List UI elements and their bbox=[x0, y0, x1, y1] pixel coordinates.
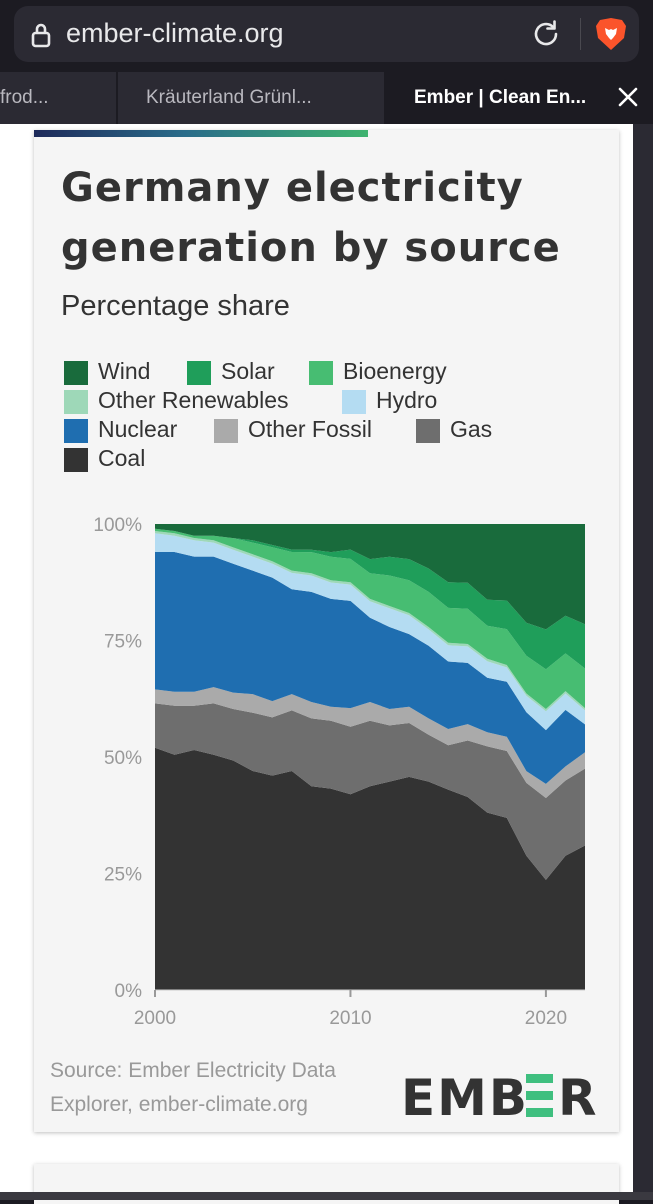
legend-label: Hydro bbox=[376, 387, 438, 413]
ember-logo[interactable]: EMB R bbox=[401, 1068, 606, 1122]
chart-card: Germany electricity generation by source… bbox=[34, 130, 619, 1132]
source-line-1: Source: Ember Electricity Data bbox=[50, 1059, 336, 1082]
area-coal bbox=[155, 747, 585, 990]
tab-1[interactable]: frod... bbox=[0, 72, 116, 124]
source-line-2: Explorer, ember-climate.org bbox=[50, 1093, 308, 1116]
tab-active[interactable]: Ember | Clean En... bbox=[386, 72, 653, 124]
legend-label: Coal bbox=[98, 445, 146, 471]
y-tick-label: 0% bbox=[115, 981, 143, 1002]
tab-strip: frod... Kräuterland Grünl... Ember | Cle… bbox=[0, 72, 653, 124]
tab-2[interactable]: Kräuterland Grünl... bbox=[118, 72, 384, 124]
legend-swatch bbox=[187, 361, 211, 385]
legend-swatch bbox=[64, 361, 88, 385]
page-content: Germany electricity generation by source… bbox=[0, 124, 633, 1204]
area-wind bbox=[155, 524, 585, 630]
legend-swatch bbox=[214, 419, 238, 443]
svg-text:EMB: EMB bbox=[401, 1069, 529, 1122]
y-tick-label: 50% bbox=[104, 748, 142, 769]
bottom-toolbar bbox=[0, 1192, 653, 1200]
legend-swatch bbox=[64, 390, 88, 414]
legend-label: Other Fossil bbox=[248, 416, 372, 442]
close-icon[interactable] bbox=[617, 86, 639, 108]
legend-label: Nuclear bbox=[98, 416, 178, 442]
legend-swatch bbox=[342, 390, 366, 414]
toolbar-separator bbox=[580, 18, 581, 50]
tab-1-label: frod... bbox=[0, 87, 49, 108]
x-tick-label: 2000 bbox=[134, 1008, 176, 1029]
reload-icon[interactable] bbox=[530, 18, 562, 50]
x-tick-label: 2020 bbox=[525, 1008, 567, 1029]
address-bar[interactable]: ember-climate.org bbox=[14, 6, 639, 62]
svg-text:R: R bbox=[558, 1069, 597, 1122]
y-tick-label: 100% bbox=[93, 515, 142, 536]
legend-label: Bioenergy bbox=[343, 358, 447, 384]
tab-active-label: Ember | Clean En... bbox=[414, 87, 587, 108]
tab-2-label: Kräuterland Grünl... bbox=[146, 87, 312, 108]
area-solar bbox=[155, 528, 585, 670]
legend-swatch bbox=[309, 361, 333, 385]
legend-label: Solar bbox=[221, 358, 275, 384]
legend-label: Other Renewables bbox=[98, 387, 289, 413]
x-tick-label: 2010 bbox=[329, 1008, 371, 1029]
area-other-fossil bbox=[155, 687, 585, 798]
area-chart: 0% 25% 50% 75% 100% 2000 2010 2020 bbox=[93, 515, 585, 1029]
legend-label: Wind bbox=[98, 358, 151, 384]
legend-swatch bbox=[64, 448, 88, 472]
chart-subtitle: Percentage share bbox=[61, 290, 290, 322]
url-text[interactable]: ember-climate.org bbox=[66, 18, 284, 48]
area-gas bbox=[155, 703, 585, 880]
chart-title-line-2: generation by source bbox=[61, 225, 561, 271]
area-hydro bbox=[155, 533, 585, 731]
legend-swatch bbox=[416, 419, 440, 443]
chart-title: Germany electricity generation by source bbox=[61, 158, 601, 278]
chart-title-line-1: Germany electricity bbox=[61, 165, 524, 211]
brave-shields-icon[interactable] bbox=[594, 16, 628, 52]
area-bioenergy bbox=[155, 528, 585, 709]
scrollbar[interactable] bbox=[633, 124, 653, 1192]
accent-bar bbox=[34, 130, 368, 137]
source-note: Source: Ember Electricity Data Explorer,… bbox=[50, 1054, 420, 1122]
legend-label: Gas bbox=[450, 416, 493, 442]
lock-icon bbox=[31, 23, 51, 48]
area-nuclear bbox=[155, 552, 585, 784]
legend-swatch bbox=[64, 419, 88, 443]
y-tick-label: 75% bbox=[104, 632, 142, 653]
y-tick-label: 25% bbox=[104, 865, 142, 886]
